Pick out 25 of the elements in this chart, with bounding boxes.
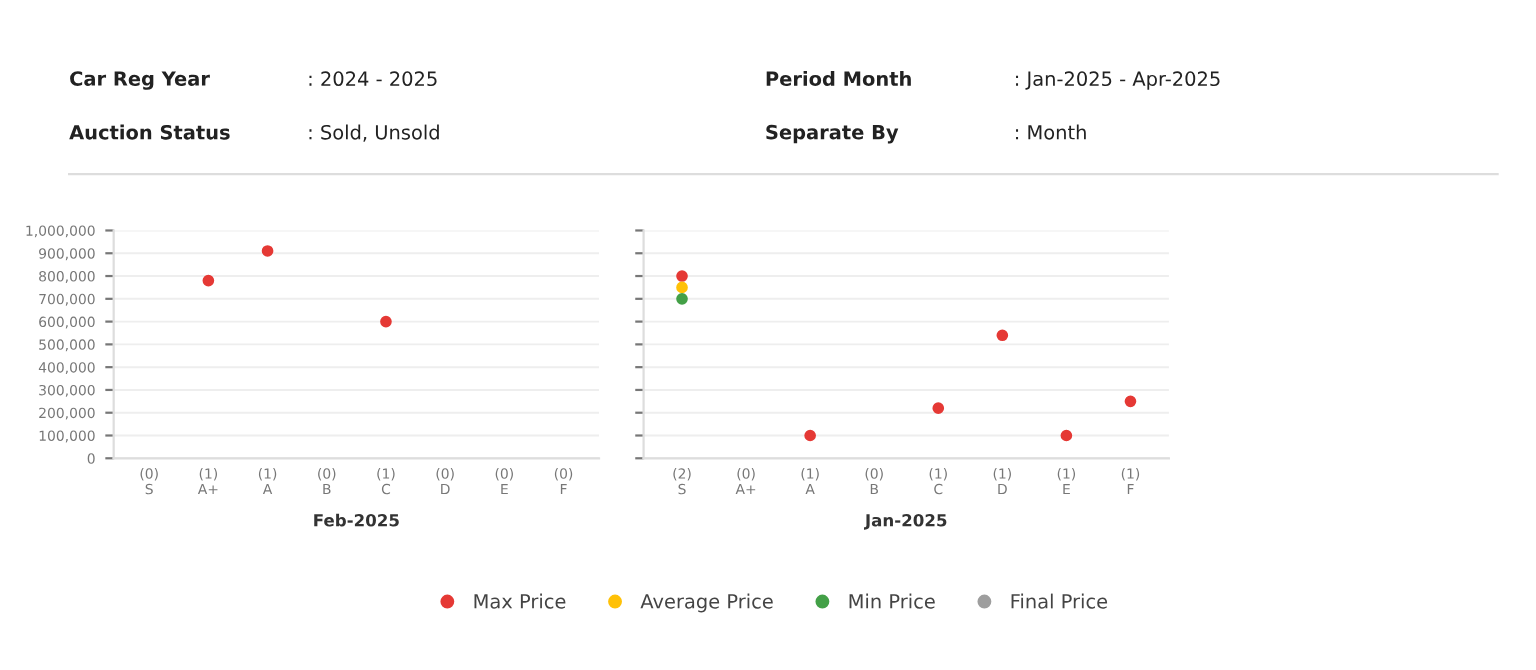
text: : Month <box>1016 124 1086 140</box>
text: : Jan-2025 - Apr-2025 <box>1016 71 1220 90</box>
text: Car Reg Year <box>70 71 210 90</box>
text: : Sold, Unsold <box>309 124 439 142</box>
text: Separate By <box>766 124 899 144</box>
point <box>996 329 1009 342</box>
legend-label: Min Price <box>849 593 935 609</box>
legend-label: Max Price <box>474 593 566 609</box>
text: Period Month <box>766 70 911 87</box>
point <box>1124 395 1137 408</box>
point <box>676 292 688 305</box>
text: : 2024 - 2025 <box>309 71 437 87</box>
point <box>261 245 274 257</box>
legend-label: Final Price <box>1011 593 1108 609</box>
text: Auction Status <box>69 124 230 140</box>
x-axis-title: Jan-2025 <box>864 513 947 530</box>
point <box>676 281 688 294</box>
point <box>1060 429 1073 442</box>
x-axis-title: Feb-2025 <box>314 513 399 527</box>
legend-label: Average Price <box>640 593 773 613</box>
point <box>676 270 688 282</box>
point <box>804 429 816 442</box>
point <box>202 274 215 287</box>
point <box>380 315 392 328</box>
point <box>932 402 945 414</box>
